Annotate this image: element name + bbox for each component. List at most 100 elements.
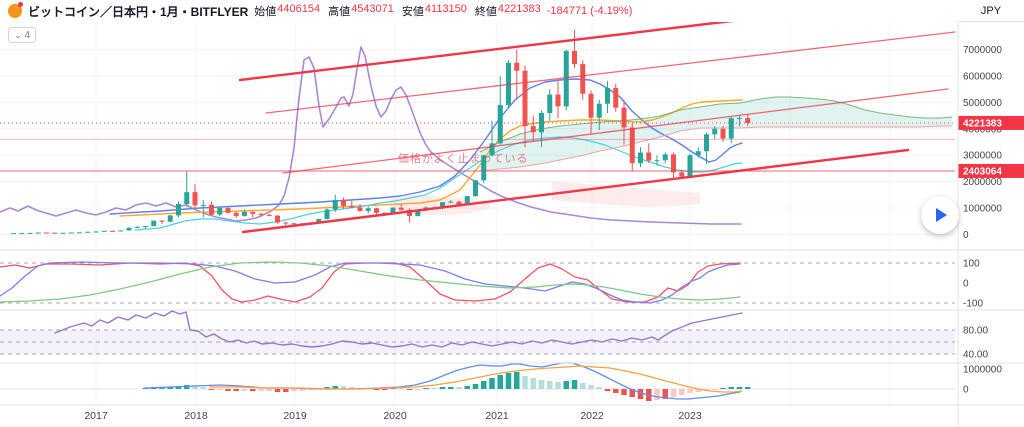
macd-histogram-bar xyxy=(695,389,701,392)
candle-body xyxy=(580,64,586,94)
candle-body xyxy=(85,231,91,233)
candle-body xyxy=(19,233,25,235)
chevron-down-icon: ⌄ xyxy=(14,30,22,40)
go-to-realtime-button[interactable] xyxy=(921,196,959,234)
symbol-title[interactable]: ビットコイン／日本円・1月・BITFLYER xyxy=(28,4,249,19)
symbol-header: ビットコイン／日本円・1月・BITFLYER 始値 4406154 高値 45430… xyxy=(0,0,958,22)
macd-histogram-bar xyxy=(637,389,644,399)
macd-histogram-bar xyxy=(547,381,553,389)
macd-histogram-bar xyxy=(423,388,429,389)
candle-body xyxy=(473,180,478,197)
candle-body xyxy=(728,118,734,139)
candle-body xyxy=(374,208,379,213)
macd-histogram-bar xyxy=(489,378,495,389)
candle-body xyxy=(143,225,148,228)
candle-body xyxy=(704,134,709,152)
candle-body xyxy=(464,196,470,205)
candle-body xyxy=(613,87,619,108)
candle-body xyxy=(737,117,742,119)
macd-histogram-bar xyxy=(431,388,437,389)
macd-histogram-bar xyxy=(258,389,264,391)
macd-histogram-bar xyxy=(332,386,338,389)
candle-body xyxy=(522,70,528,127)
macd-histogram-bar xyxy=(472,384,479,389)
macd-histogram-bar xyxy=(167,387,173,389)
macd-histogram-bar xyxy=(340,386,347,389)
macd-histogram-bar xyxy=(555,382,561,389)
macd-histogram-bar xyxy=(588,385,594,389)
candle-body xyxy=(357,207,363,211)
axis-label: 100 xyxy=(963,259,980,270)
axis-label: 2022 xyxy=(580,410,604,422)
candle-body xyxy=(93,231,99,233)
ichimoku-cloud-green xyxy=(480,97,952,171)
macd-histogram-bar xyxy=(745,387,751,389)
macd-histogram-bar xyxy=(307,389,314,390)
candle-body xyxy=(720,128,726,139)
macd-histogram-bar xyxy=(662,389,668,399)
axis-label: 2018 xyxy=(184,410,208,422)
candle-body xyxy=(662,154,668,161)
candle-body xyxy=(341,200,346,206)
macd-histogram-bar xyxy=(217,389,223,390)
candle-body xyxy=(118,230,124,232)
macd-histogram-bar xyxy=(175,386,182,389)
macd-histogram-bar xyxy=(720,388,726,389)
macd-histogram-bar xyxy=(481,381,487,389)
macd-histogram-bar xyxy=(728,387,734,389)
candle-body xyxy=(382,212,388,214)
candle-body xyxy=(497,105,503,144)
macd-histogram-bar xyxy=(629,389,635,397)
macd-histogram-bar xyxy=(604,389,611,391)
axis-label: 6000000 xyxy=(963,72,1002,83)
macd-histogram-bar xyxy=(571,380,578,389)
candle-body xyxy=(209,204,214,215)
axis-label: 2021 xyxy=(485,410,509,422)
candle-body xyxy=(324,209,330,220)
macd-histogram-bar xyxy=(538,380,545,389)
indicators-collapse-button[interactable]: ⌄ 4 xyxy=(8,27,37,43)
candle-body xyxy=(126,227,132,231)
axis-label: 80.00 xyxy=(963,326,988,337)
osc-red-line xyxy=(0,262,741,303)
cloud-bottom-line xyxy=(479,125,953,172)
candle-body xyxy=(588,93,594,118)
candle-body xyxy=(176,204,181,216)
candle-body xyxy=(101,230,107,232)
price-badge xyxy=(958,163,1024,178)
trendline-upper-thick[interactable] xyxy=(238,18,742,82)
macd-histogram-bar xyxy=(382,389,388,390)
candle-body xyxy=(489,143,495,156)
axis-label: 3000000 xyxy=(963,151,1002,162)
candle-body xyxy=(638,152,643,164)
trendline-mid-thin[interactable] xyxy=(282,88,949,174)
drawn-text-annotation[interactable]: 価格がよく止まっている xyxy=(398,153,529,165)
macd-histogram-bar xyxy=(415,389,421,390)
axis-label: 2000000 xyxy=(963,177,1002,188)
osc-blue-line xyxy=(0,261,741,304)
candle-body xyxy=(415,210,421,216)
close-value: 4221383 xyxy=(497,3,541,15)
trendline-support-thick[interactable] xyxy=(241,148,910,234)
candle-body xyxy=(291,223,297,225)
symbol-logo-icon xyxy=(8,2,23,18)
macd-histogram-bar xyxy=(448,387,454,389)
macd-histogram-bar xyxy=(159,387,165,389)
candle-body xyxy=(250,211,256,214)
candle-body xyxy=(456,201,462,205)
candle-body xyxy=(514,62,520,71)
macd-histogram-bar xyxy=(530,378,536,389)
macd-histogram-bar xyxy=(398,388,404,389)
time-axis[interactable] xyxy=(0,405,1024,427)
macd-histogram-bar xyxy=(241,389,248,391)
candle-body xyxy=(605,87,610,104)
candle-body xyxy=(217,208,223,215)
macd-histogram-bar xyxy=(580,383,586,389)
trendline-upper-thin[interactable] xyxy=(265,31,956,114)
price-axis[interactable] xyxy=(958,0,1024,427)
candle-body xyxy=(242,211,247,216)
currency-label[interactable]: JPY xyxy=(958,0,1024,22)
high-value: 4543071 xyxy=(351,3,394,15)
